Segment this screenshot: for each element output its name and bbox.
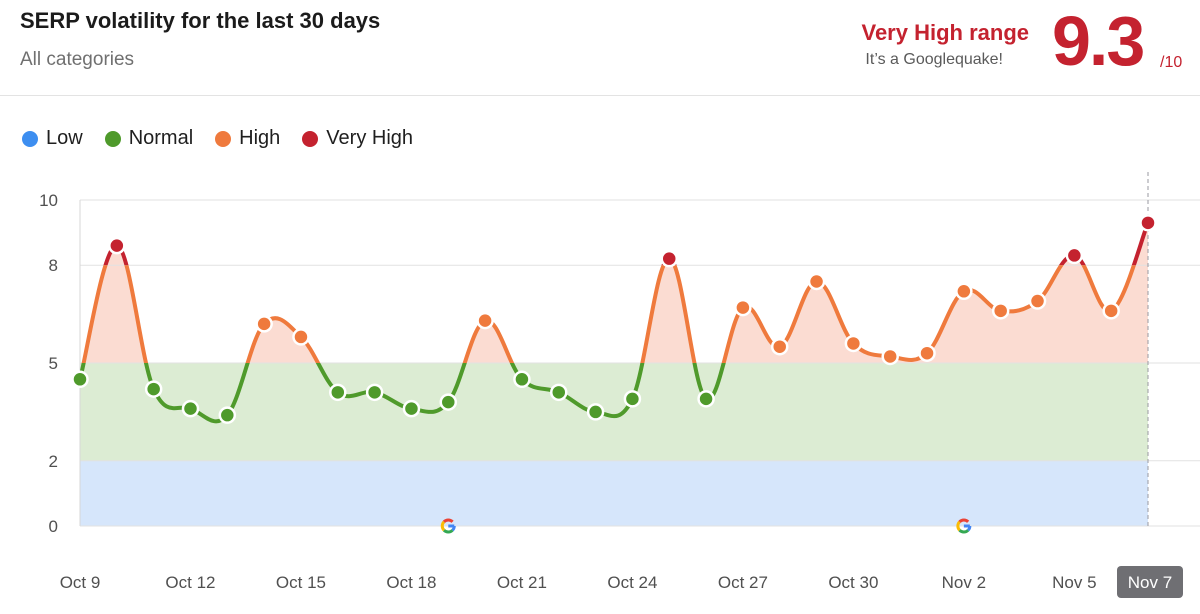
data-point-oct-24 — [623, 390, 642, 408]
data-point-nov-6 — [1102, 302, 1120, 320]
legend-label-normal: Normal — [128, 127, 194, 149]
data-point-oct-11 — [144, 380, 163, 398]
band-normal — [80, 363, 1148, 461]
range-note: It’s a Googlequake! — [865, 51, 1003, 68]
x-tick-label: Oct 9 — [60, 573, 101, 592]
x-tick-label: Nov 2 — [942, 573, 986, 592]
x-tick-label: Oct 15 — [276, 573, 326, 592]
legend-dot-normal — [104, 130, 121, 147]
legend-item-low[interactable]: Low — [22, 127, 83, 150]
x-tick-current-badge — [1117, 566, 1183, 598]
score-max: /10 — [1160, 54, 1183, 71]
legend-item-very-high[interactable]: Very High — [302, 127, 413, 150]
data-point-oct-31 — [881, 347, 899, 366]
header: SERP volatility for the last 30 days All… — [0, 0, 1200, 96]
data-point-oct-21 — [513, 370, 531, 389]
range-label: Very High range — [861, 20, 1029, 45]
data-point-oct-26 — [697, 390, 715, 408]
x-tick-label: Oct 24 — [607, 573, 657, 592]
volatility-score: 9.3 — [1052, 2, 1145, 80]
band-low — [80, 460, 1148, 526]
legend-label-very-high: Very High — [326, 127, 414, 149]
data-point-oct-12 — [181, 399, 200, 418]
data-point-oct-29 — [807, 272, 826, 291]
x-tick-label: Oct 12 — [165, 573, 215, 592]
data-point-oct-14 — [255, 315, 273, 333]
y-tick-label: 10 — [39, 191, 58, 210]
data-point-oct-20 — [476, 311, 494, 330]
data-point-oct-10 — [108, 236, 126, 255]
data-point-oct-18 — [402, 399, 421, 418]
legend-item-high[interactable]: High — [215, 127, 280, 150]
x-tick-label: Oct 21 — [497, 573, 547, 592]
legend-item-normal[interactable]: Normal — [104, 127, 194, 150]
legend-dot-low — [22, 130, 38, 147]
chart-title: SERP volatility for the last 30 days — [20, 8, 381, 33]
data-point-nov-1 — [918, 344, 936, 362]
category-filter[interactable]: All categories — [20, 49, 135, 70]
data-point-oct-30 — [844, 334, 863, 353]
y-tick-label: 2 — [49, 452, 58, 471]
x-tick-label-current: Nov 7 — [1128, 573, 1172, 592]
y-tick-label: 5 — [49, 354, 58, 373]
band-high — [80, 222, 1148, 363]
legend-dot-very-high — [302, 130, 319, 147]
data-point-oct-22 — [550, 383, 568, 402]
x-tick-label: Nov 5 — [1052, 573, 1096, 592]
data-point-nov-3 — [991, 302, 1010, 320]
data-point-oct-23 — [586, 403, 605, 421]
data-point-oct-16 — [329, 383, 347, 402]
y-tick-label: 8 — [49, 256, 58, 275]
data-point-oct-15 — [292, 328, 310, 346]
legend: Low Normal High Very High — [22, 127, 413, 150]
x-tick-label: Oct 27 — [718, 573, 768, 592]
data-point-oct-19 — [439, 393, 458, 411]
data-point-oct-28 — [770, 337, 789, 356]
data-point-nov-4 — [1028, 292, 1047, 310]
data-point-oct-9 — [71, 370, 89, 389]
data-point-oct-17 — [365, 383, 384, 402]
data-point-nov-5 — [1065, 246, 1084, 265]
data-point-nov-2 — [955, 282, 973, 301]
x-tick-label: Oct 30 — [828, 573, 878, 592]
data-point-nov-7 — [1139, 214, 1157, 232]
x-tick-label: Oct 18 — [386, 573, 436, 592]
google-update-icon — [956, 518, 972, 534]
legend-dot-high — [215, 130, 232, 147]
y-tick-label: 0 — [49, 517, 58, 536]
data-point-oct-27 — [734, 298, 752, 317]
legend-label-low: Low — [46, 127, 83, 149]
data-point-oct-25 — [660, 249, 678, 268]
legend-label-high: High — [239, 127, 281, 149]
google-update-icon — [440, 518, 456, 534]
data-point-oct-13 — [218, 406, 237, 424]
